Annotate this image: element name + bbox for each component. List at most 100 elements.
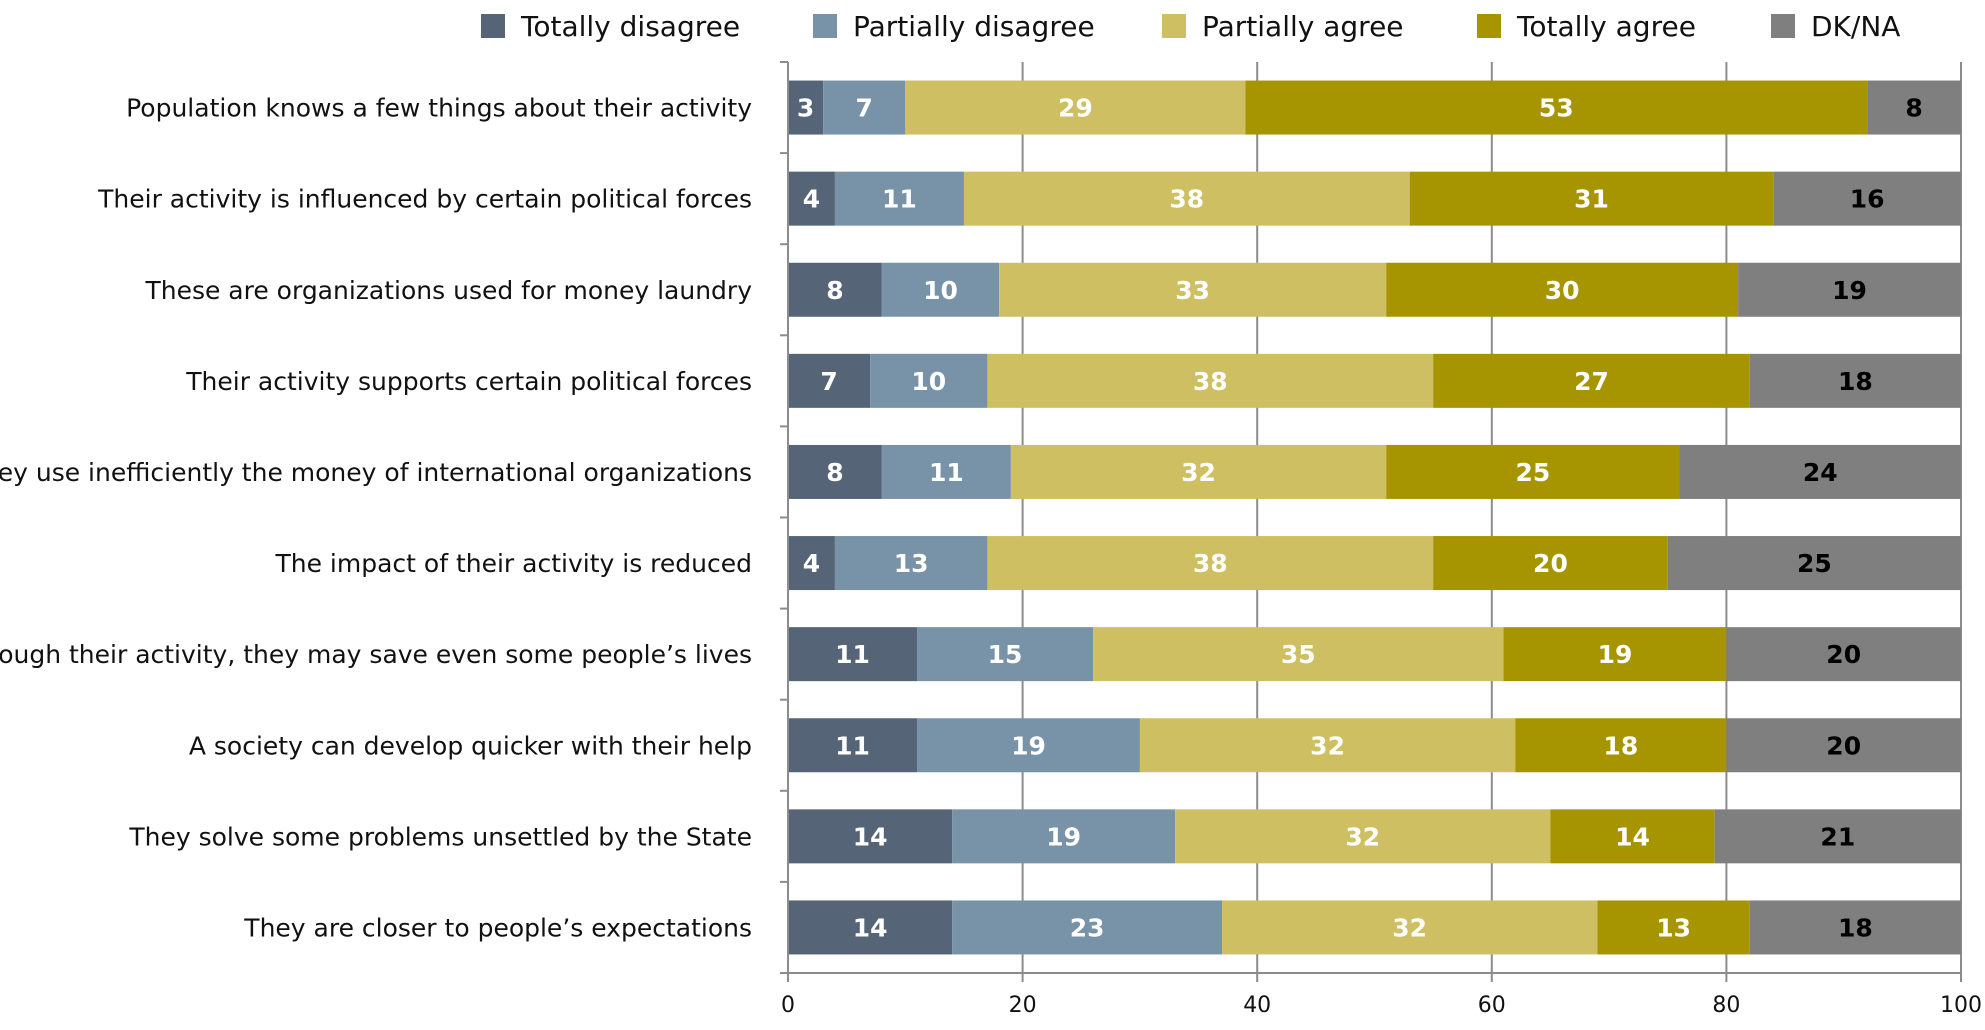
data-label: 14: [1615, 822, 1650, 851]
bar-segment: [1714, 809, 1961, 864]
data-label: 23: [1070, 913, 1105, 942]
category-label: The impact of their activity is reduced: [274, 549, 752, 578]
data-label: 38: [1193, 549, 1228, 578]
data-label: 8: [1905, 94, 1922, 123]
bar-segment: [1386, 262, 1739, 317]
data-label: 30: [1545, 276, 1580, 305]
bar-segment: [823, 80, 906, 135]
category-label: Their activity is influenced by certain …: [97, 185, 752, 214]
data-label: 19: [1598, 640, 1633, 669]
bar-segment: [987, 536, 1434, 591]
x-tick-label: 20: [1009, 993, 1037, 1018]
category-label: These are organizations used for money l…: [144, 276, 752, 305]
bar-segment: [1433, 536, 1668, 591]
legend-label: Partially disagree: [853, 10, 1095, 43]
x-tick-label: 80: [1712, 993, 1740, 1018]
legend-label: Totally disagree: [520, 10, 740, 43]
data-label: 35: [1281, 640, 1316, 669]
data-label: 19: [1046, 822, 1081, 851]
data-label: 10: [911, 367, 946, 396]
bar-segment: [1867, 80, 1961, 135]
data-label: 31: [1574, 185, 1609, 214]
bar-segment: [1175, 809, 1551, 864]
category-label: Through their activity, they may save ev…: [0, 640, 752, 669]
data-label: 13: [894, 549, 929, 578]
category-label: Population knows a few things about thei…: [126, 94, 752, 123]
data-label: 14: [853, 822, 888, 851]
x-tick-label: 40: [1243, 993, 1271, 1018]
data-label: 27: [1574, 367, 1609, 396]
bar-segment: [788, 262, 882, 317]
bar-segment: [1139, 718, 1516, 773]
bar-segment: [1503, 627, 1727, 682]
category-label: A society can develop quicker with their…: [189, 731, 752, 760]
data-label: 11: [835, 731, 870, 760]
bar-segment: [788, 900, 953, 955]
data-label: 8: [826, 458, 843, 487]
x-tick-label: 0: [781, 993, 795, 1018]
bar-segment: [870, 353, 988, 408]
category-label: Their activity supports certain politica…: [185, 367, 752, 396]
data-label: 7: [856, 94, 873, 123]
data-label: 18: [1838, 367, 1873, 396]
legend-label: DK/NA: [1811, 10, 1900, 43]
x-tick-label: 100: [1940, 993, 1982, 1018]
data-label: 21: [1820, 822, 1855, 851]
bar-segment: [1409, 171, 1774, 226]
bar-segment: [1433, 353, 1750, 408]
bar-segment: [788, 809, 953, 864]
bar-segment: [1515, 718, 1727, 773]
data-label: 3: [797, 94, 814, 123]
data-label: 18: [1603, 731, 1638, 760]
bar-segment: [952, 900, 1223, 955]
bar-segment: [834, 171, 964, 226]
data-label: 32: [1345, 822, 1380, 851]
data-label: 13: [1656, 913, 1691, 942]
bar-segment: [905, 80, 1246, 135]
data-label: 8: [826, 276, 843, 305]
data-label: 32: [1181, 458, 1216, 487]
bar-segment: [1738, 262, 1961, 317]
legend-swatch: [1162, 14, 1186, 38]
bar-segment: [788, 80, 824, 135]
legend-label: Totally agree: [1516, 10, 1696, 43]
bar-segment: [1726, 718, 1961, 773]
bar-segment: [788, 536, 835, 591]
bar-segment: [917, 627, 1093, 682]
data-label: 53: [1539, 94, 1574, 123]
data-label: 25: [1515, 458, 1550, 487]
bar-segment: [1222, 900, 1598, 955]
bar-segment: [1749, 900, 1961, 955]
data-label: 4: [803, 185, 820, 214]
category-label: They solve some problems unsettled by th…: [128, 822, 752, 851]
data-label: 20: [1826, 731, 1861, 760]
data-label: 38: [1169, 185, 1204, 214]
data-label: 32: [1392, 913, 1427, 942]
legend-swatch: [1771, 14, 1795, 38]
data-label: 18: [1838, 913, 1873, 942]
bar-segment: [987, 353, 1434, 408]
data-label: 25: [1797, 549, 1832, 578]
bar-segment: [1092, 627, 1504, 682]
bar-segment: [1773, 171, 1961, 226]
data-label: 14: [853, 913, 888, 942]
bar-segment: [788, 353, 871, 408]
data-label: 11: [929, 458, 964, 487]
category-label: They are closer to people’s expectations: [243, 913, 752, 942]
bar-segment: [1010, 444, 1387, 499]
bar-segment: [1679, 444, 1961, 499]
bar-segment: [1597, 900, 1750, 955]
data-label: 24: [1803, 458, 1838, 487]
legend-swatch: [1477, 14, 1501, 38]
data-label: 20: [1533, 549, 1568, 578]
legend-swatch: [481, 14, 505, 38]
bar-segment: [1667, 536, 1961, 591]
data-label: 7: [820, 367, 837, 396]
bar-segment: [881, 262, 1000, 317]
data-label: 11: [835, 640, 870, 669]
data-label: 33: [1175, 276, 1210, 305]
data-label: 32: [1310, 731, 1345, 760]
legend-swatch: [813, 14, 837, 38]
data-label: 16: [1850, 185, 1885, 214]
